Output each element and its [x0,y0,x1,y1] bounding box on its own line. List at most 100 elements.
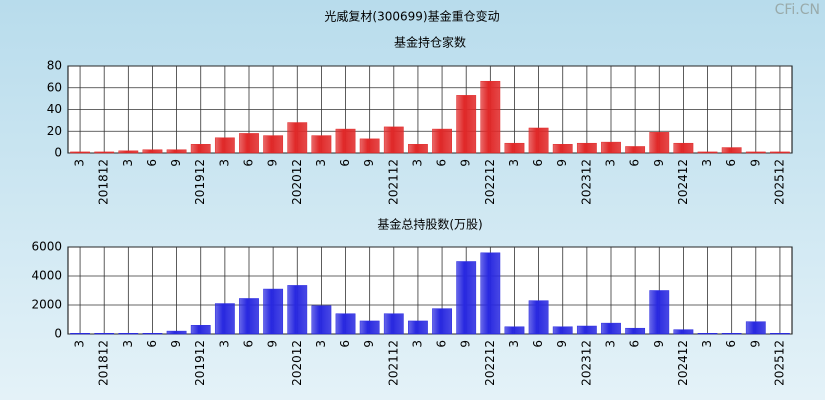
bar [408,144,428,154]
x-tick-label: 9 [266,340,280,348]
x-tick-label: 6 [145,159,159,167]
bar [697,151,718,154]
x-tick-label: 202012 [290,159,304,205]
y-tick-label: 0 [54,146,62,160]
x-tick-label: 9 [555,340,569,348]
x-tick-label: 3 [121,159,135,167]
bar [697,333,718,335]
y-tick-label: 0 [54,327,62,341]
x-tick-label: 202412 [676,340,690,386]
x-tick-label: 6 [628,159,642,167]
x-tick-label: 6 [628,340,642,348]
x-tick-label: 6 [242,340,256,348]
bar [239,298,259,335]
bar [359,138,380,154]
x-tick-label: 202112 [386,159,400,205]
bar [142,149,163,154]
x-tick-label: 201912 [193,340,207,386]
bar [263,288,284,335]
x-tick-label: 202412 [676,159,690,205]
bar [528,300,549,335]
x-tick-label: 202312 [579,159,593,205]
x-tick-label: 201812 [97,159,111,205]
bar [263,135,284,154]
bar [601,141,621,154]
x-tick-label: 6 [531,340,545,348]
bar [383,313,404,335]
x-tick-label: 9 [652,340,666,348]
x-tick-label: 6 [435,340,449,348]
x-tick-label: 3 [410,340,424,348]
x-tick-label: 3 [73,340,87,348]
bar [456,261,477,335]
x-tick-label: 9 [748,340,762,348]
x-tick-label: 3 [410,159,424,167]
bar [576,325,597,335]
x-tick-label: 3 [314,340,328,348]
x-tick-label: 202212 [483,159,497,205]
x-tick-label: 3 [700,340,714,348]
bar [625,327,646,335]
bar [166,149,187,154]
bar [166,330,187,335]
x-tick-label: 3 [217,159,231,167]
y-tick-label: 2000 [31,298,62,312]
bar [649,132,670,154]
bar [552,326,573,335]
bar [408,320,428,335]
x-tick-label: 6 [531,159,545,167]
watermark: CFi.CN [775,2,820,18]
bar [504,142,525,154]
bar [721,333,742,335]
bar [432,308,452,335]
bar [70,151,90,154]
bar [118,333,139,335]
x-tick-label: 202512 [772,340,786,386]
chart-title: 基金总持股数(万股) [377,217,482,232]
page-title: 光威复材(300699)基金重仓变动 [324,9,499,24]
bar [287,122,308,154]
bar [118,150,139,154]
bar [770,333,790,335]
bar [673,142,694,154]
bar [673,329,694,335]
x-tick-label: 201912 [193,159,207,205]
x-tick-label: 9 [362,340,376,348]
x-tick-label: 9 [748,159,762,167]
chart-title: 基金持仓家数 [394,35,466,50]
x-tick-label: 3 [604,340,618,348]
bar [190,325,211,335]
x-tick-label: 9 [555,159,569,167]
x-tick-label: 3 [507,340,521,348]
x-tick-label: 3 [507,159,521,167]
bar [649,290,670,335]
x-tick-label: 3 [217,340,231,348]
bar [142,333,163,335]
bar [311,305,332,335]
bar [552,144,573,154]
bar [601,322,621,335]
bar [239,133,259,154]
x-tick-label: 3 [604,159,618,167]
x-tick-label: 9 [459,159,473,167]
x-tick-label: 6 [242,159,256,167]
bar [721,147,742,154]
x-tick-label: 9 [362,159,376,167]
y-tick-label: 4000 [31,269,62,283]
y-tick-label: 80 [47,59,62,73]
x-tick-label: 202112 [386,340,400,386]
x-tick-label: 9 [169,159,183,167]
x-tick-label: 9 [169,340,183,348]
bar [480,252,501,335]
bar [94,333,115,335]
bar [528,127,549,154]
x-tick-label: 6 [338,340,352,348]
x-tick-label: 3 [73,159,87,167]
bar [625,146,646,154]
y-tick-label: 6000 [31,240,62,254]
bar [335,128,356,154]
bar [94,151,115,154]
bar [335,313,356,335]
x-tick-label: 6 [145,340,159,348]
bar [383,126,404,154]
